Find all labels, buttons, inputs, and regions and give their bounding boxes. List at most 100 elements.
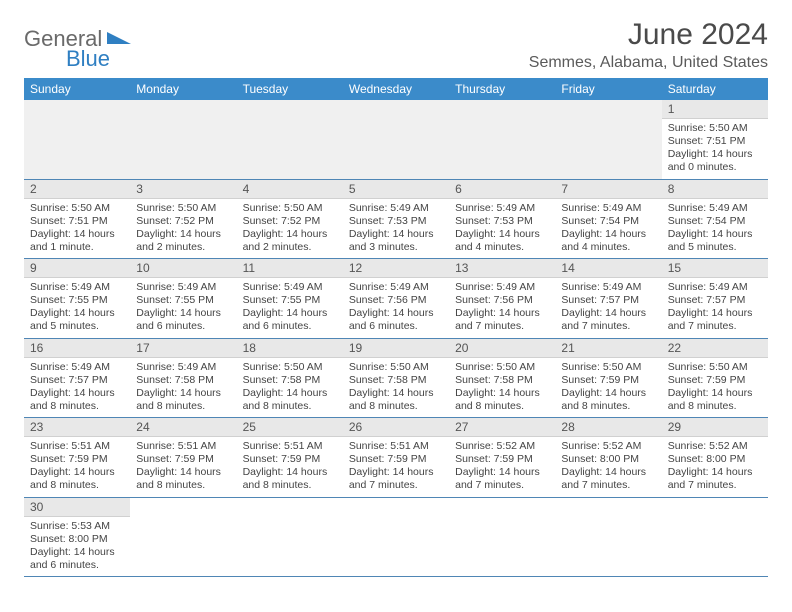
cell-line: and 5 minutes. — [30, 320, 124, 333]
cell-line: Sunrise: 5:49 AM — [668, 281, 762, 294]
cell-body: Sunrise: 5:49 AMSunset: 7:54 PMDaylight:… — [555, 199, 661, 259]
cell-body: Sunrise: 5:49 AMSunset: 7:53 PMDaylight:… — [449, 199, 555, 259]
cell-line: Daylight: 14 hours — [561, 228, 655, 241]
calendar-row: 2Sunrise: 5:50 AMSunset: 7:51 PMDaylight… — [24, 179, 768, 259]
cell-line: Sunset: 7:57 PM — [561, 294, 655, 307]
calendar-row: 1Sunrise: 5:50 AMSunset: 7:51 PMDaylight… — [24, 100, 768, 179]
day-number: 28 — [555, 418, 661, 437]
cell-line: Sunset: 7:57 PM — [668, 294, 762, 307]
cell-line: Sunset: 7:54 PM — [668, 215, 762, 228]
cell-line: and 8 minutes. — [30, 400, 124, 413]
cell-line: Daylight: 14 hours — [668, 228, 762, 241]
calendar-cell: 15Sunrise: 5:49 AMSunset: 7:57 PMDayligh… — [662, 259, 768, 339]
calendar-cell — [24, 100, 130, 179]
logo-mark-icon — [107, 28, 133, 51]
cell-line: and 6 minutes. — [136, 320, 230, 333]
cell-line: Sunrise: 5:52 AM — [455, 440, 549, 453]
cell-body: Sunrise: 5:51 AMSunset: 7:59 PMDaylight:… — [237, 437, 343, 497]
calendar-cell — [555, 100, 661, 179]
cell-line: Daylight: 14 hours — [30, 307, 124, 320]
calendar-cell: 8Sunrise: 5:49 AMSunset: 7:54 PMDaylight… — [662, 179, 768, 259]
cell-line: Sunset: 7:57 PM — [30, 374, 124, 387]
cell-line: and 7 minutes. — [455, 479, 549, 492]
day-number: 27 — [449, 418, 555, 437]
cell-line: Daylight: 14 hours — [668, 387, 762, 400]
cell-line: Sunset: 7:55 PM — [30, 294, 124, 307]
cell-body: Sunrise: 5:50 AMSunset: 7:52 PMDaylight:… — [130, 199, 236, 259]
day-header-row: SundayMondayTuesdayWednesdayThursdayFrid… — [24, 78, 768, 100]
calendar-cell: 12Sunrise: 5:49 AMSunset: 7:56 PMDayligh… — [343, 259, 449, 339]
day-number: 9 — [24, 259, 130, 278]
day-number: 21 — [555, 339, 661, 358]
day-number: 5 — [343, 180, 449, 199]
cell-line: Sunrise: 5:49 AM — [30, 361, 124, 374]
day-number: 24 — [130, 418, 236, 437]
day-number: 25 — [237, 418, 343, 437]
cell-body: Sunrise: 5:49 AMSunset: 7:53 PMDaylight:… — [343, 199, 449, 259]
cell-line: Daylight: 14 hours — [561, 466, 655, 479]
day-number: 11 — [237, 259, 343, 278]
cell-line: Sunset: 7:59 PM — [455, 453, 549, 466]
cell-line: Sunset: 7:59 PM — [30, 453, 124, 466]
calendar-cell: 1Sunrise: 5:50 AMSunset: 7:51 PMDaylight… — [662, 100, 768, 179]
day-number: 7 — [555, 180, 661, 199]
cell-line: and 8 minutes. — [136, 479, 230, 492]
cell-line: Sunrise: 5:50 AM — [243, 202, 337, 215]
cell-line: Sunset: 8:00 PM — [668, 453, 762, 466]
cell-line: and 8 minutes. — [136, 400, 230, 413]
cell-line: Sunrise: 5:51 AM — [243, 440, 337, 453]
cell-line: Sunrise: 5:49 AM — [349, 281, 443, 294]
cell-line: Daylight: 14 hours — [349, 307, 443, 320]
cell-line: Sunset: 7:58 PM — [349, 374, 443, 387]
cell-line: Daylight: 14 hours — [668, 466, 762, 479]
month-title: June 2024 — [529, 18, 768, 52]
cell-line: Sunrise: 5:51 AM — [30, 440, 124, 453]
day-number: 15 — [662, 259, 768, 278]
cell-line: Sunset: 7:59 PM — [349, 453, 443, 466]
day-number: 1 — [662, 100, 768, 119]
calendar-cell: 13Sunrise: 5:49 AMSunset: 7:56 PMDayligh… — [449, 259, 555, 339]
cell-line: and 7 minutes. — [668, 479, 762, 492]
day-header: Sunday — [24, 78, 130, 100]
cell-line: Sunset: 7:54 PM — [561, 215, 655, 228]
cell-line: and 8 minutes. — [668, 400, 762, 413]
cell-line: Sunrise: 5:49 AM — [349, 202, 443, 215]
cell-line: and 4 minutes. — [561, 241, 655, 254]
cell-body: Sunrise: 5:50 AMSunset: 7:51 PMDaylight:… — [24, 199, 130, 259]
day-header: Friday — [555, 78, 661, 100]
cell-line: Daylight: 14 hours — [30, 228, 124, 241]
cell-line: Sunrise: 5:51 AM — [349, 440, 443, 453]
cell-line: Sunrise: 5:52 AM — [668, 440, 762, 453]
day-number: 2 — [24, 180, 130, 199]
cell-line: Sunset: 7:52 PM — [243, 215, 337, 228]
calendar-cell — [130, 100, 236, 179]
cell-line: Daylight: 14 hours — [349, 387, 443, 400]
cell-body: Sunrise: 5:50 AMSunset: 7:51 PMDaylight:… — [662, 119, 768, 179]
cell-line: Sunrise: 5:53 AM — [30, 520, 124, 533]
cell-line: Daylight: 14 hours — [136, 387, 230, 400]
calendar-cell: 19Sunrise: 5:50 AMSunset: 7:58 PMDayligh… — [343, 338, 449, 418]
day-number: 8 — [662, 180, 768, 199]
cell-line: and 8 minutes. — [243, 400, 337, 413]
calendar-cell — [449, 497, 555, 577]
cell-line: Sunset: 7:56 PM — [349, 294, 443, 307]
cell-line: Sunset: 7:55 PM — [136, 294, 230, 307]
cell-line: Daylight: 14 hours — [455, 387, 549, 400]
cell-body: Sunrise: 5:51 AMSunset: 7:59 PMDaylight:… — [24, 437, 130, 497]
day-header: Saturday — [662, 78, 768, 100]
calendar-cell: 27Sunrise: 5:52 AMSunset: 7:59 PMDayligh… — [449, 418, 555, 498]
day-number: 18 — [237, 339, 343, 358]
cell-line: Sunrise: 5:49 AM — [136, 361, 230, 374]
cell-line: Sunset: 7:58 PM — [455, 374, 549, 387]
cell-line: Sunset: 7:59 PM — [668, 374, 762, 387]
calendar-cell: 2Sunrise: 5:50 AMSunset: 7:51 PMDaylight… — [24, 179, 130, 259]
cell-line: and 7 minutes. — [561, 479, 655, 492]
cell-body: Sunrise: 5:53 AMSunset: 8:00 PMDaylight:… — [24, 517, 130, 577]
day-number: 19 — [343, 339, 449, 358]
calendar-cell: 11Sunrise: 5:49 AMSunset: 7:55 PMDayligh… — [237, 259, 343, 339]
cell-line: Sunrise: 5:50 AM — [455, 361, 549, 374]
cell-line: Sunset: 7:59 PM — [136, 453, 230, 466]
cell-line: Daylight: 14 hours — [243, 387, 337, 400]
cell-line: Sunrise: 5:49 AM — [561, 281, 655, 294]
day-header: Thursday — [449, 78, 555, 100]
